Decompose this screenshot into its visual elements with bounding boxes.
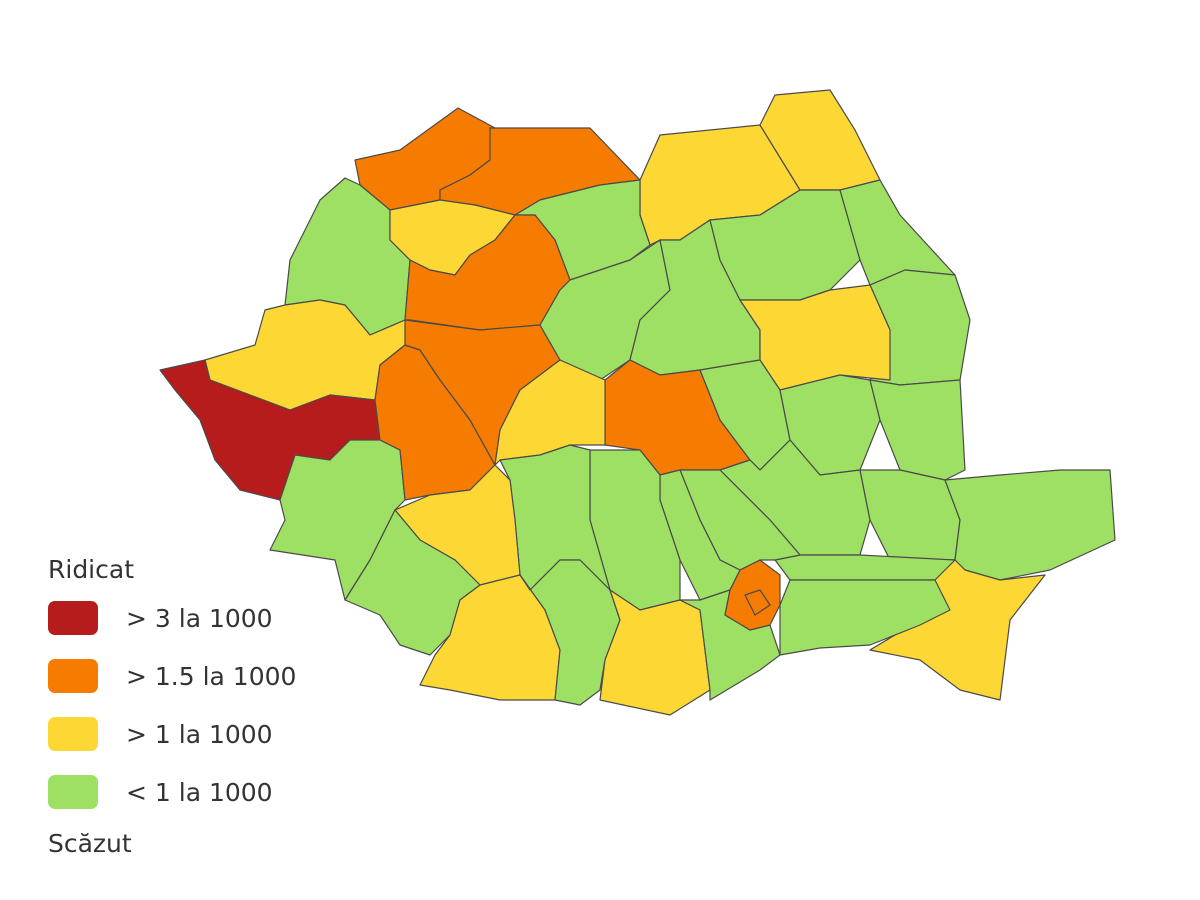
legend-item-medium: > 1 la 1000 xyxy=(48,705,296,763)
legend-swatch xyxy=(48,717,98,751)
legend-swatch xyxy=(48,775,98,809)
county-region xyxy=(774,554,956,581)
county-region xyxy=(779,579,951,656)
county-region xyxy=(269,439,406,601)
legend-label: > 1.5 la 1000 xyxy=(126,661,297,691)
county-region xyxy=(839,179,956,286)
legend-item-high: > 3 la 1000 xyxy=(48,589,296,647)
legend-label: > 1 la 1000 xyxy=(126,719,273,749)
county-region xyxy=(744,589,771,616)
legend: Ridicat > 3 la 1000 > 1.5 la 1000 > 1 la… xyxy=(48,555,296,858)
legend-swatch xyxy=(48,601,98,635)
county-region xyxy=(944,469,1116,581)
county-region xyxy=(599,589,711,716)
county-region xyxy=(494,359,606,466)
legend-item-medium-high: > 1.5 la 1000 xyxy=(48,647,296,705)
county-region xyxy=(739,284,891,391)
county-region xyxy=(869,559,1046,701)
legend-bottom-label: Scăzut xyxy=(48,829,132,858)
legend-swatch xyxy=(48,659,98,693)
legend-top-label: Ridicat xyxy=(48,555,134,584)
legend-item-low: < 1 la 1000 xyxy=(48,763,296,821)
county-region xyxy=(709,189,861,301)
legend-label: > 3 la 1000 xyxy=(126,603,273,633)
county-region xyxy=(679,589,781,701)
legend-label: < 1 la 1000 xyxy=(126,777,273,807)
county-region xyxy=(859,469,961,561)
county-region xyxy=(869,379,966,481)
